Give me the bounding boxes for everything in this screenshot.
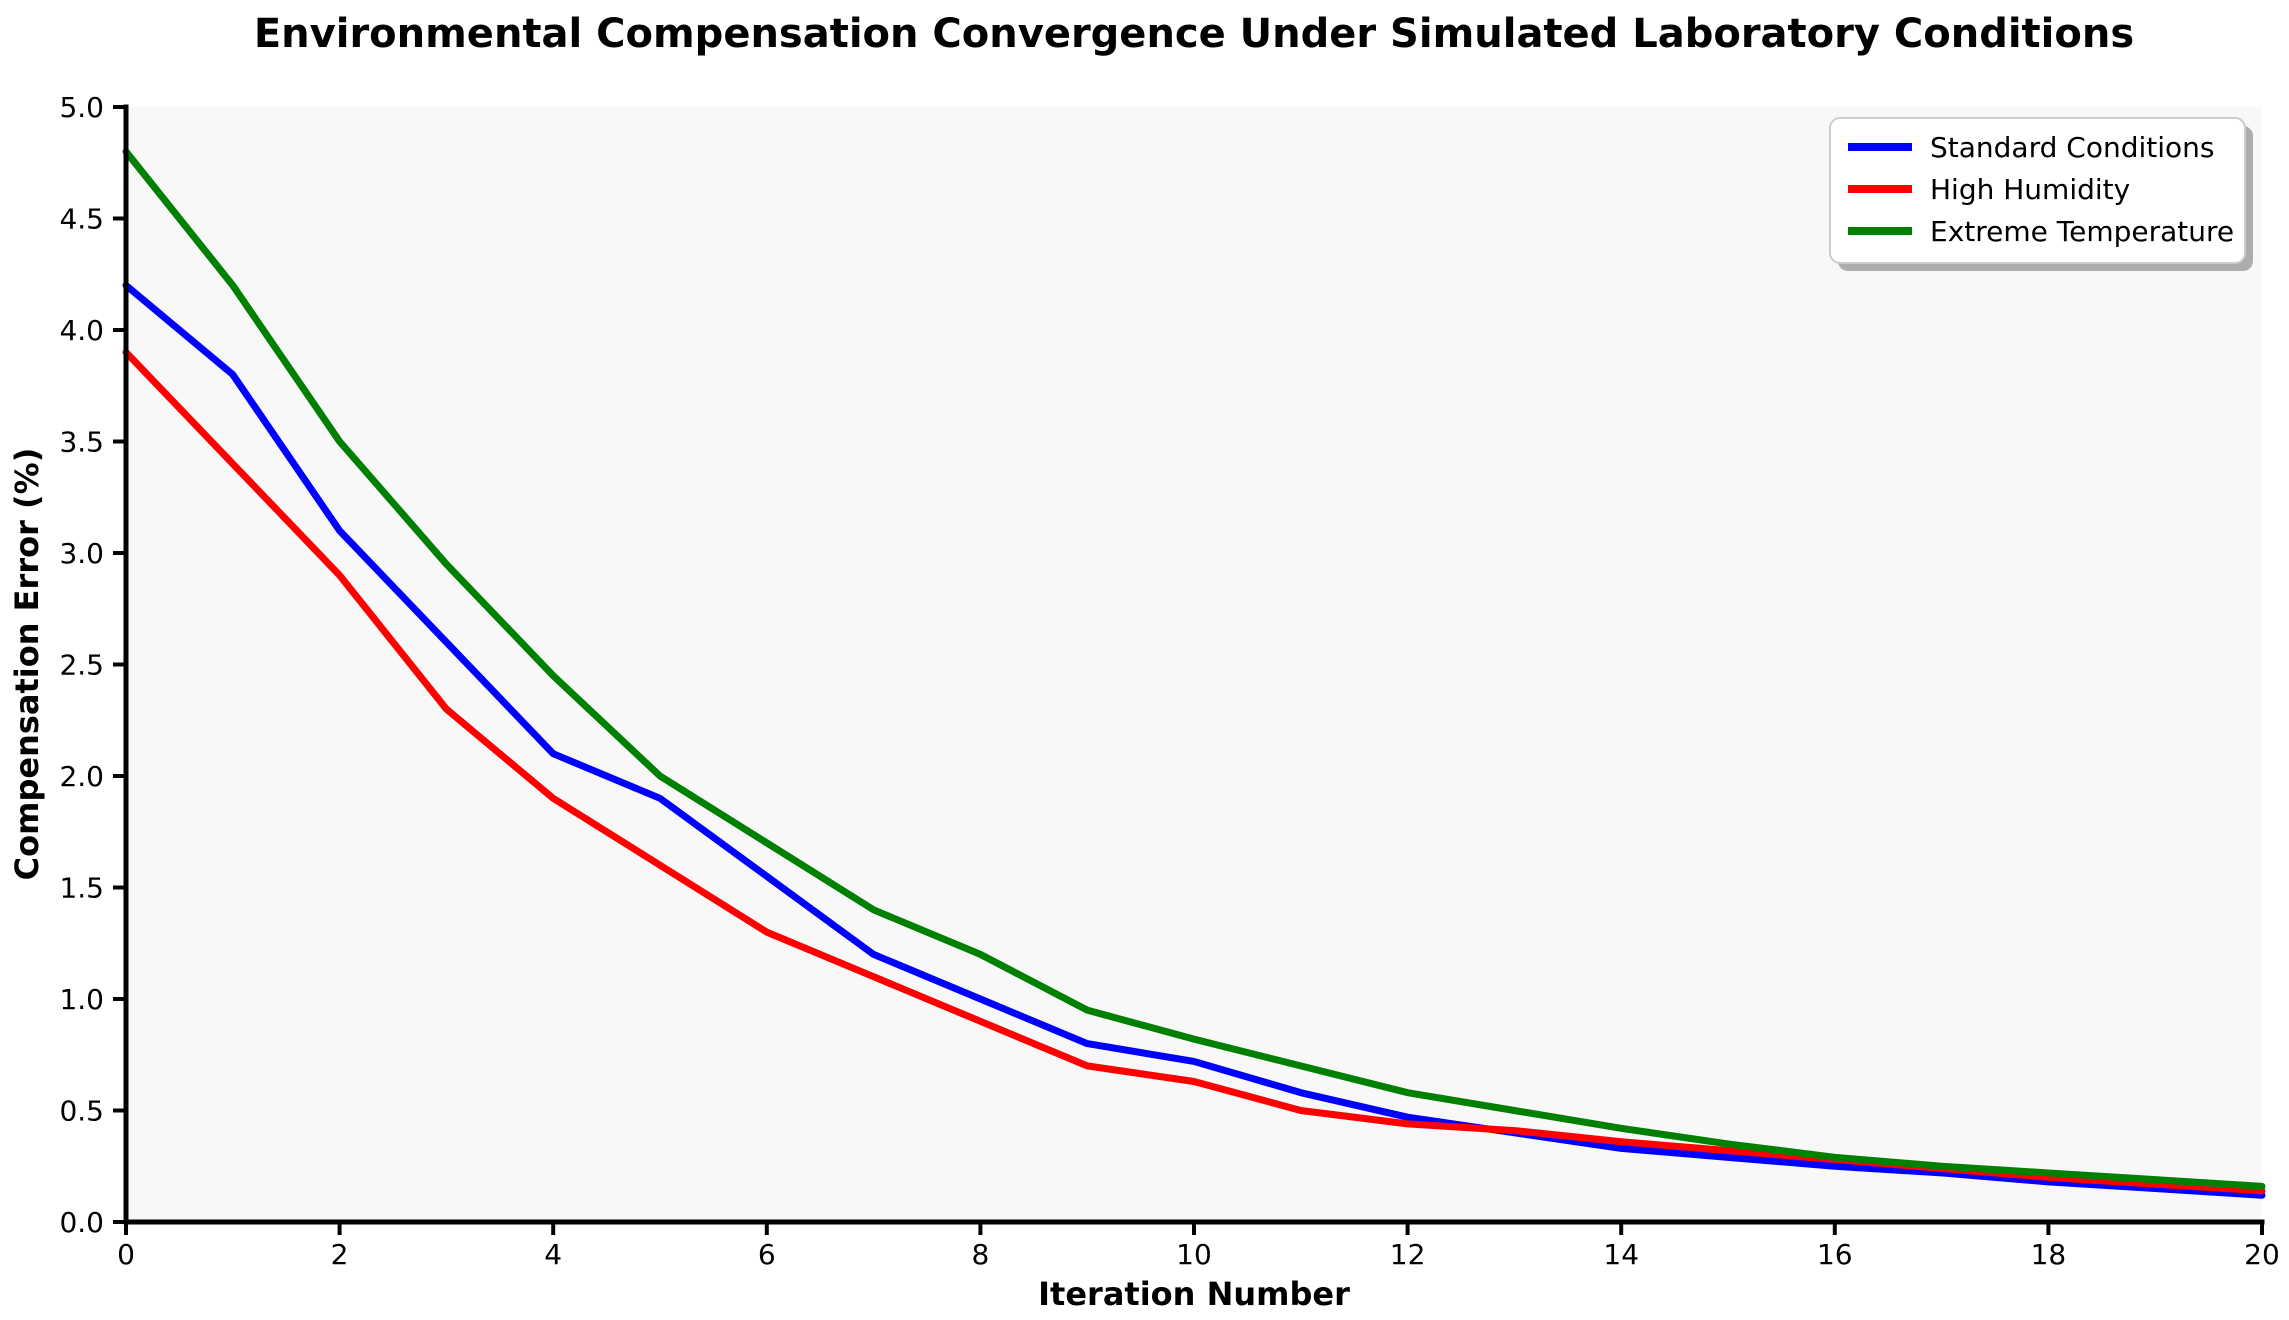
x-tick-label: 10 [1176,1238,1212,1271]
y-tick-label: 3.0 [59,537,104,570]
y-tick-label: 4.0 [59,314,104,347]
y-tick-label: 0.0 [59,1206,104,1239]
x-tick-label: 4 [544,1238,562,1271]
x-tick-label: 18 [2031,1238,2067,1271]
x-tick-label: 20 [2244,1238,2280,1271]
legend-label: Standard Conditions [1930,131,2214,164]
legend-items: Standard Conditions High Humidity Extreme … [1848,131,2234,248]
series-line [122,148,2266,1190]
x-axis-label: Iteration Number [1038,1275,1350,1313]
legend-label: Extreme Temperature [1930,215,2234,248]
y-tick-label: 2.5 [59,649,104,682]
y-tick-label: 4.5 [59,203,104,236]
x-tick-label: 12 [1390,1238,1426,1271]
x-tick-label: 8 [971,1238,989,1271]
y-tick-label: 5.0 [59,91,104,124]
chart-title: Environmental Compensation Convergence U… [254,11,2134,57]
x-tick-label: 14 [1603,1238,1639,1271]
legend: Standard Conditions High Humidity Extreme … [1829,117,2253,271]
y-tick-label: 1.0 [59,983,104,1016]
legend-label: High Humidity [1930,173,2130,206]
y-tick-label: 1.5 [59,872,104,905]
series-line [122,281,2266,1199]
legend-box [1829,117,2246,264]
y-tick-label: 3.5 [59,426,104,459]
y-tick-label: 2.0 [59,760,104,793]
x-ticks: 0 2 4 6 8 10 12 14 16 18 20 [117,1222,2280,1271]
y-ticks: 0.0 0.5 1.0 1.5 2.0 2.5 3.0 3.5 4.0 4.5 5.0 [59,91,126,1239]
series-lines [122,148,2266,1199]
x-tick-label: 6 [758,1238,776,1271]
x-tick-label: 0 [117,1238,135,1271]
plot-area [126,107,2262,1222]
y-axis-label: Compensation Error (%) [8,448,46,881]
x-tick-label: 2 [331,1238,349,1271]
x-tick-label: 16 [1817,1238,1853,1271]
y-tick-label: 0.5 [59,1095,104,1128]
